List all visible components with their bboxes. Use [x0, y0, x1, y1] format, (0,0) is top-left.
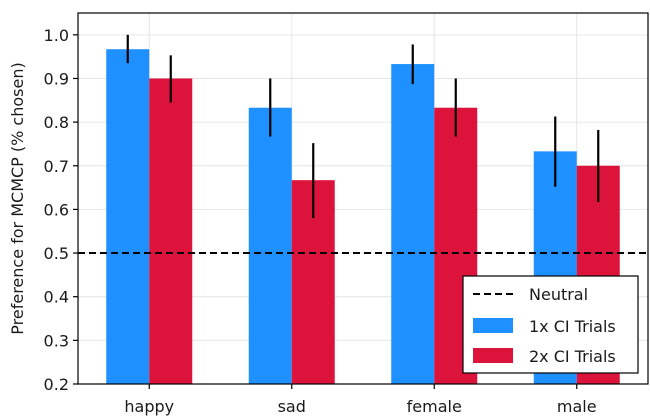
x-axis-ticks: happy sad female male — [124, 384, 597, 416]
x-tick-label-happy: happy — [124, 397, 174, 416]
bar-happy-series-0 — [106, 49, 150, 385]
y-tick-label: 0.9 — [44, 69, 69, 88]
y-tick-label: 0.5 — [44, 244, 69, 263]
legend-label-neutral: Neutral — [529, 285, 588, 304]
y-axis-ticks: 0.2 0.3 0.4 0.5 0.6 0.7 0.8 0.9 1.0 — [44, 26, 78, 394]
y-tick-label: 0.4 — [44, 288, 69, 307]
legend: Neutral 1x CI Trials 2x CI Trials — [462, 275, 639, 374]
y-tick-label: 0.6 — [44, 200, 69, 219]
x-tick-label-male: male — [557, 397, 597, 416]
legend-swatch-1x — [473, 318, 513, 333]
legend-label-1x: 1x CI Trials — [529, 317, 616, 336]
y-tick-label: 0.3 — [44, 331, 69, 350]
y-tick-label: 0.7 — [44, 157, 69, 176]
y-tick-label: 0.2 — [44, 375, 69, 394]
legend-label-2x: 2x CI Trials — [529, 347, 616, 366]
y-tick-label: 1.0 — [44, 26, 69, 45]
y-axis-label: Preference for MCMCP (% chosen) — [8, 62, 27, 334]
plot-frame — [77, 12, 649, 385]
error-bars — [126, 34, 600, 219]
x-tick-label-sad: sad — [278, 397, 306, 416]
legend-swatch-2x — [473, 348, 513, 363]
bar-happy-series-1 — [149, 78, 193, 385]
x-tick-label-female: female — [407, 397, 462, 416]
bar-female-series-0 — [391, 64, 435, 384]
bar-sad-series-0 — [248, 107, 292, 385]
y-tick-label: 0.8 — [44, 113, 69, 132]
